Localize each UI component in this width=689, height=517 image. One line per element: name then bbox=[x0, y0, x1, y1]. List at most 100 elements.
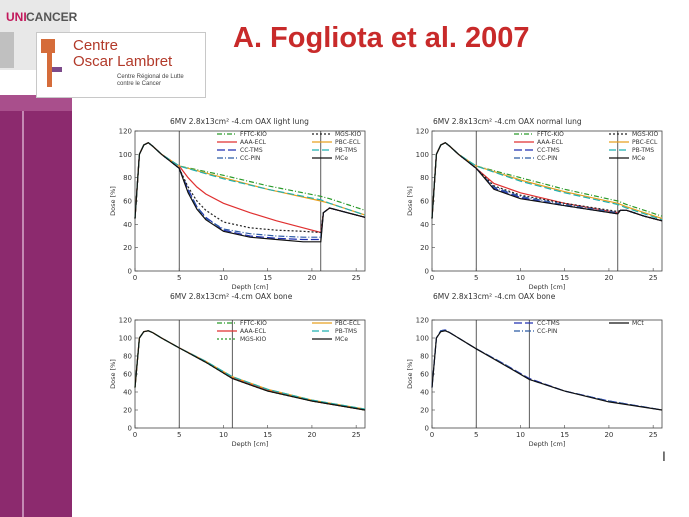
x-tick-label: 15 bbox=[263, 431, 272, 439]
y-tick-label: 80 bbox=[123, 174, 132, 182]
x-axis-label: Depth [cm] bbox=[529, 283, 566, 291]
logo-line3: Centre Régional de Lutte bbox=[117, 74, 184, 80]
legend-label: MCe bbox=[335, 155, 348, 162]
plot-frame bbox=[134, 130, 366, 272]
legend-label: FFTC-KIO bbox=[240, 320, 267, 327]
chart-title: 6MV 2.8x13cm² -4.cm OAX light lung bbox=[170, 117, 309, 126]
y-axis-label: Dose [%] bbox=[406, 186, 414, 216]
legend-label: MCe bbox=[335, 336, 348, 343]
y-tick-label: 0 bbox=[425, 425, 429, 433]
logo-grey-bar bbox=[0, 32, 14, 68]
logo-cancer-text: CANCER bbox=[26, 10, 78, 24]
legend-label: PB-TMS bbox=[335, 147, 357, 154]
logo-line4: contre le Cancer bbox=[117, 81, 162, 87]
y-tick-label: 120 bbox=[119, 317, 132, 325]
chart-title: 6MV 2.8x13cm² -4.cm OAX normal lung bbox=[433, 117, 582, 126]
chart-title: 6MV 2.8x13cm² -4.cm OAX bone bbox=[170, 292, 293, 301]
y-tick-label: 0 bbox=[425, 268, 429, 276]
legend-label: MCt bbox=[632, 320, 644, 327]
legend-label: FFTC-KIO bbox=[240, 131, 267, 138]
y-tick-label: 0 bbox=[128, 425, 132, 433]
legend-label: CC-TMS bbox=[240, 147, 263, 154]
x-tick-label: 20 bbox=[307, 274, 316, 282]
x-tick-label: 20 bbox=[604, 431, 613, 439]
chart-panel-3: 6MV 2.8x13cm² -4.cm OAX bone020406080100… bbox=[109, 292, 366, 448]
page-marker: I bbox=[662, 448, 666, 464]
plot-frame bbox=[134, 319, 366, 429]
x-tick-label: 20 bbox=[307, 431, 316, 439]
y-tick-label: 100 bbox=[416, 335, 429, 343]
y-tick-label: 120 bbox=[416, 128, 429, 136]
legend-label: PBC-ECL bbox=[335, 320, 361, 327]
x-tick-label: 5 bbox=[474, 274, 478, 282]
y-tick-label: 100 bbox=[119, 151, 132, 159]
x-tick-label: 5 bbox=[474, 431, 478, 439]
legend-label: AAA-ECL bbox=[240, 139, 267, 146]
x-tick-label: 5 bbox=[177, 431, 181, 439]
logo-subline: Centre Régional de Lutte contre le Cance… bbox=[117, 74, 184, 88]
y-tick-label: 100 bbox=[119, 335, 132, 343]
legend-label: AAA-ECL bbox=[240, 328, 267, 335]
x-tick-label: 25 bbox=[649, 274, 658, 282]
plot-frame bbox=[431, 319, 663, 429]
legend-label: CC-PIN bbox=[537, 155, 557, 162]
x-tick-label: 10 bbox=[516, 431, 525, 439]
y-tick-label: 60 bbox=[123, 371, 132, 379]
logo-line2: Oscar Lambret bbox=[73, 53, 173, 70]
legend-label: CC-PIN bbox=[240, 155, 260, 162]
logo-mark-icon bbox=[41, 39, 62, 87]
legend-label: PBC-ECL bbox=[632, 139, 658, 146]
chart-panel-2: 6MV 2.8x13cm² -4.cm OAX normal lung 0 20 40… bbox=[406, 117, 663, 291]
y-tick-label: 80 bbox=[123, 353, 132, 361]
legend-label: AAA-ECL bbox=[537, 139, 564, 146]
y-tick-label: 40 bbox=[420, 389, 429, 397]
x-tick-label: 15 bbox=[560, 431, 569, 439]
left-decor-stripe bbox=[22, 111, 24, 517]
x-tick-label: 0 bbox=[430, 274, 434, 282]
series-line-mce bbox=[134, 330, 366, 411]
y-tick-label: 120 bbox=[416, 317, 429, 325]
logo-line1: Centre bbox=[73, 37, 119, 54]
y-tick-label: 60 bbox=[123, 198, 132, 206]
x-tick-label: 0 bbox=[133, 274, 137, 282]
x-tick-label: 25 bbox=[352, 431, 361, 439]
x-tick-label: 0 bbox=[133, 431, 137, 439]
y-tick-label: 60 bbox=[420, 198, 429, 206]
legend-label: CC-TMS bbox=[537, 147, 560, 154]
y-tick-label: 20 bbox=[123, 244, 132, 252]
x-tick-label: 15 bbox=[263, 274, 272, 282]
y-tick-label: 60 bbox=[420, 371, 429, 379]
left-decor-bar-top bbox=[0, 95, 72, 111]
y-tick-label: 80 bbox=[420, 174, 429, 182]
y-axis-label: Dose [%] bbox=[109, 359, 117, 389]
y-tick-label: 40 bbox=[420, 221, 429, 229]
x-tick-label: 10 bbox=[516, 274, 525, 282]
x-tick-label: 10 bbox=[219, 274, 228, 282]
x-tick-label: 10 bbox=[219, 431, 228, 439]
x-axis-label: Depth [cm] bbox=[232, 440, 269, 448]
centre-oscar-lambret-logo: Centre Oscar Lambret Centre Régional de … bbox=[36, 32, 206, 98]
chart-title: 6MV 2.8x13cm² -4.cm OAX bone bbox=[433, 292, 556, 301]
legend-label: MCe bbox=[632, 155, 645, 162]
chart-panel-4: 6MV 2.8x13cm² -4.cm OAX bone020406080100… bbox=[406, 292, 663, 448]
y-tick-label: 20 bbox=[123, 407, 132, 415]
unicancer-logo: UNI CANCER bbox=[0, 0, 77, 70]
legend-label: CC-TMS bbox=[537, 320, 560, 327]
legend-label: CC-PIN bbox=[537, 328, 557, 335]
y-tick-label: 0 bbox=[128, 268, 132, 276]
series-line-mct bbox=[431, 330, 663, 411]
legend-label: MGS-KIO bbox=[335, 131, 362, 138]
left-decor-bar bbox=[0, 95, 72, 517]
legend-label: MGS-KIO bbox=[632, 131, 659, 138]
legend-label: FFTC-KIO bbox=[537, 131, 564, 138]
x-axis-label: Depth [cm] bbox=[232, 283, 269, 291]
y-tick-label: 20 bbox=[420, 407, 429, 415]
x-tick-label: 0 bbox=[430, 431, 434, 439]
y-axis-label: Dose [%] bbox=[406, 359, 414, 389]
x-tick-label: 25 bbox=[649, 431, 658, 439]
y-tick-label: 120 bbox=[119, 128, 132, 136]
chart-panel-1: 6MV 2.8x13cm² -4.cm OAX light lung 0 20 40 6… bbox=[109, 117, 366, 291]
x-tick-label: 25 bbox=[352, 274, 361, 282]
legend-label: PBC-ECL bbox=[335, 139, 361, 146]
